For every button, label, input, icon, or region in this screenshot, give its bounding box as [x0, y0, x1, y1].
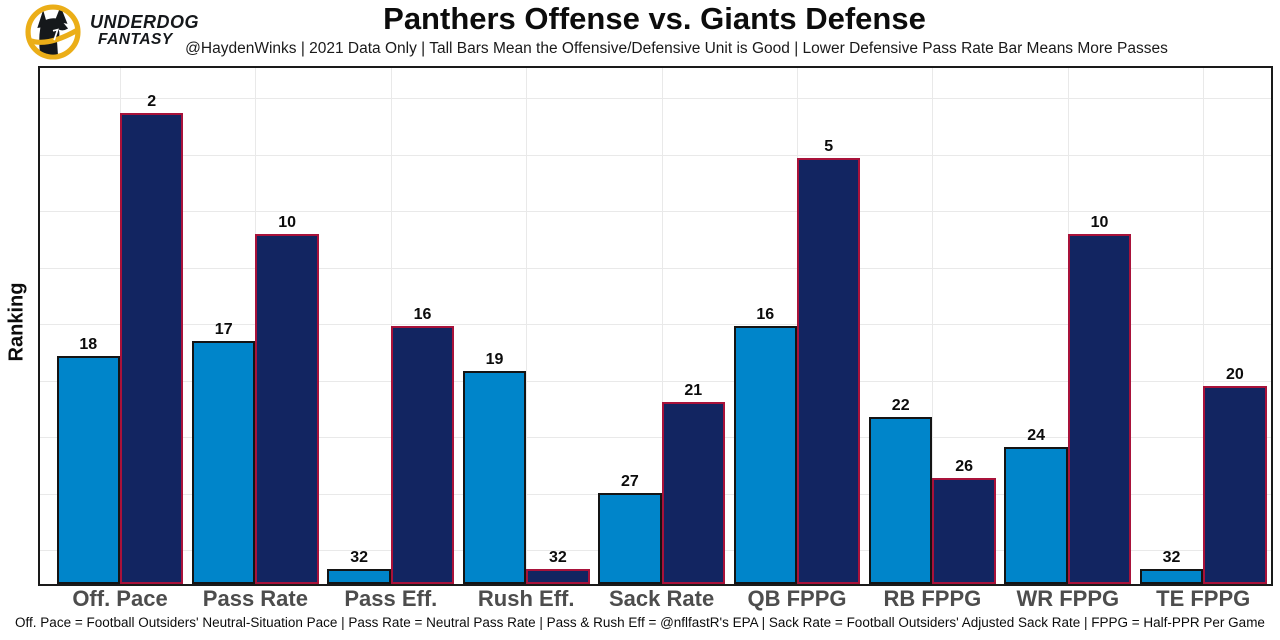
v-gridline: [661, 68, 663, 584]
x-tick-rush-eff: Rush Eff.: [477, 586, 575, 611]
bar-defense-qb-fppg: [797, 158, 861, 584]
x-tick-rb-fppg: RB FPPG: [883, 586, 982, 611]
h-gridline: [40, 267, 1271, 269]
bar-offense-rb-fppg: [869, 416, 933, 584]
bar-value-offense-rb-fppg: 22: [891, 396, 910, 414]
chart-footnote: Off. Pace = Football Outsiders' Neutral-…: [15, 615, 1265, 630]
v-gridline: [526, 68, 528, 584]
x-tick-pass-eff: Pass Eff.: [344, 586, 438, 611]
bar-offense-sack-rate: [598, 492, 662, 584]
bar-value-defense-rush-eff: 32: [548, 548, 567, 566]
h-gridline: [40, 98, 1271, 99]
bar-defense-wr-fppg: [1067, 234, 1132, 584]
bar-value-offense-wr-fppg: 24: [1027, 427, 1045, 445]
bar-value-offense-off-pace: 18: [79, 336, 98, 353]
x-tick-pass-rate: Pass Rate: [202, 586, 308, 611]
bar-value-defense-rb-fppg: 26: [955, 457, 973, 475]
bar-defense-rush-eff: [526, 568, 590, 584]
v-gridline: [932, 68, 934, 584]
bar-offense-rush-eff: [462, 371, 527, 584]
bar-offense-te-fppg: [1139, 568, 1204, 584]
bar-value-offense-pass-rate: 17: [214, 320, 233, 338]
chart-plot-area: 18 2 17 10 32 16 19 32 27 21 16 5 22 26 24 10 32 20: [38, 66, 1273, 586]
bar-value-defense-wr-fppg: 10: [1090, 214, 1109, 232]
bar-value-defense-pass-eff: 16: [413, 305, 432, 323]
logo-wordmark-line2: FANTASY: [98, 30, 173, 48]
h-gridline: [40, 154, 1271, 156]
x-tick-off-pace: Off. Pace: [72, 586, 168, 611]
bar-offense-wr-fppg: [1004, 447, 1068, 584]
logo-wordmark: UNDERDOG FANTASY: [90, 13, 199, 48]
bar-defense-sack-rate: [661, 401, 725, 584]
x-tick-wr-fppg: WR FPPG: [1016, 586, 1120, 611]
bar-defense-pass-eff: [390, 325, 455, 584]
bar-value-defense-sack-rate: 21: [684, 381, 703, 399]
x-tick-sack-rate: Sack Rate: [609, 586, 715, 611]
bar-value-defense-te-fppg: 20: [1225, 366, 1244, 384]
bar-offense-qb-fppg: [733, 325, 797, 584]
h-gridline: [40, 324, 1271, 325]
underdog-dog-icon: [25, 4, 81, 60]
bar-value-offense-sack-rate: 27: [620, 472, 639, 490]
h-gridline: [40, 211, 1271, 212]
bar-value-offense-rush-eff: 19: [485, 351, 504, 369]
bar-value-offense-qb-fppg: 16: [756, 305, 775, 323]
v-gridline: [1203, 68, 1205, 584]
bar-offense-pass-eff: [327, 568, 391, 584]
bar-offense-off-pace: [56, 356, 120, 584]
bar-defense-te-fppg: [1203, 386, 1267, 584]
bar-value-defense-off-pace: 2: [147, 92, 157, 110]
bar-value-defense-pass-rate: 10: [278, 214, 296, 232]
bar-defense-rb-fppg: [932, 477, 996, 584]
bar-value-defense-qb-fppg: 5: [824, 138, 834, 156]
bar-value-offense-te-fppg: 32: [1162, 548, 1181, 566]
h-gridline: [40, 437, 1271, 438]
x-tick-qb-fppg: QB FPPG: [747, 586, 847, 611]
chart-subtitle: @HaydenWinks | 2021 Data Only | Tall Bar…: [185, 40, 1168, 57]
chart-title: Panthers Offense vs. Giants Defense: [383, 1, 926, 36]
bar-defense-off-pace: [120, 112, 184, 584]
logo-wordmark-line1: UNDERDOG: [90, 12, 200, 32]
bar-offense-pass-rate: [192, 340, 256, 584]
y-axis-label: Ranking: [5, 282, 28, 362]
x-tick-te-fppg: TE FPPG: [1156, 586, 1251, 611]
h-gridline: [40, 380, 1271, 382]
underdog-fantasy-logo: UNDERDOG FANTASY: [24, 3, 254, 63]
bar-value-offense-pass-eff: 32: [350, 548, 368, 566]
bar-defense-pass-rate: [255, 234, 319, 584]
